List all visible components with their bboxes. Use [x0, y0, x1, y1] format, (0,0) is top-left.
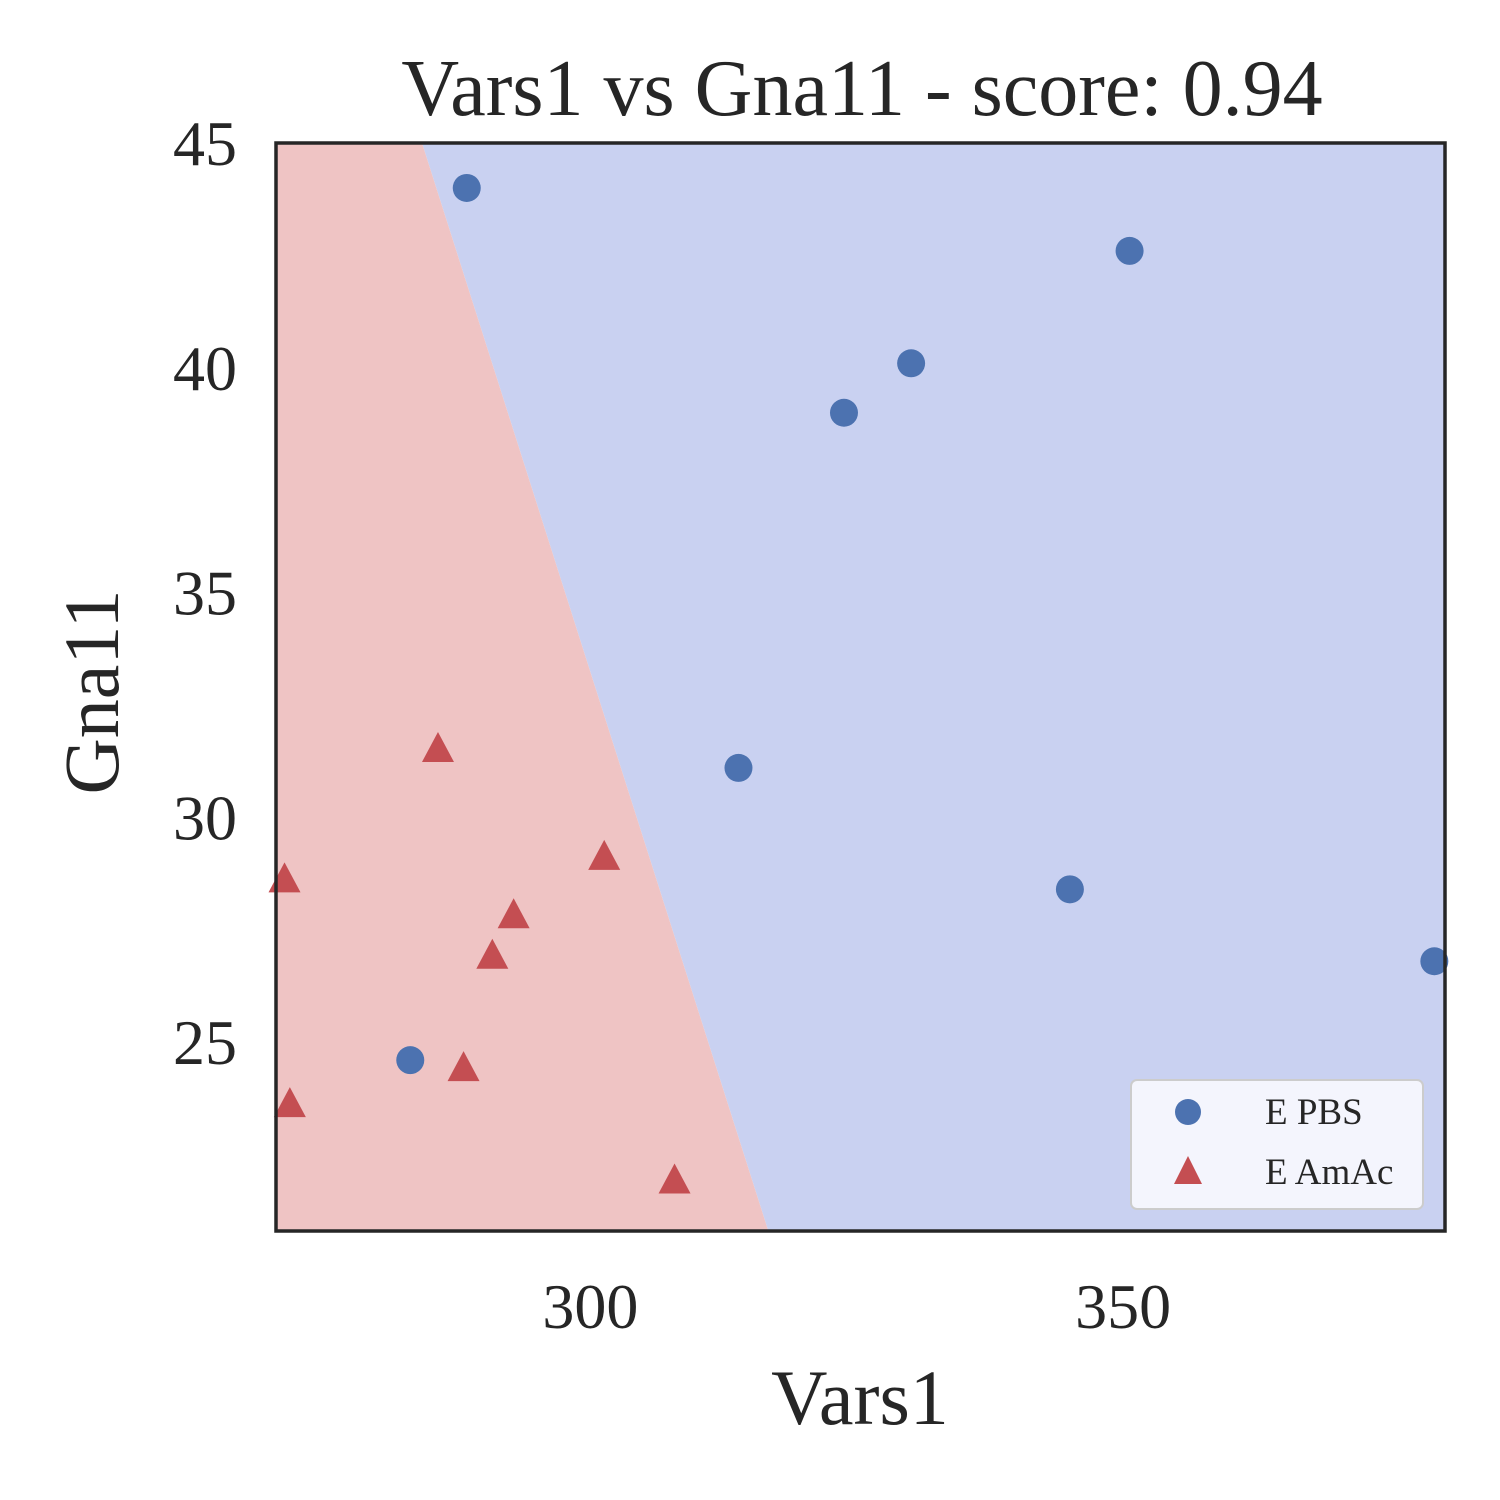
data-point-e-pbs-5 [724, 753, 753, 782]
chart-title: Vars1 vs Gna11 - score: 0.94 [401, 45, 1322, 133]
data-point-e-amac-6 [447, 1051, 480, 1082]
data-point-e-amac-3 [588, 839, 621, 870]
y-tick-label-35: 35 [173, 558, 237, 629]
data-point-e-amac-5 [476, 938, 509, 969]
legend-label-e-amac: E AmAc [1265, 1152, 1393, 1193]
data-point-e-amac-4 [497, 898, 530, 929]
data-point-e-pbs-1 [452, 173, 481, 202]
x-tick-label-350: 350 [1075, 1271, 1171, 1342]
legend: E PBS E AmAc [1130, 1079, 1424, 1210]
data-point-e-amac-1 [421, 731, 454, 762]
plot-area [268, 141, 1449, 1233]
y-tick-label-45: 45 [173, 108, 237, 179]
x-axis-ticks: 300 350 [542, 1271, 1171, 1342]
data-point-e-pbs-2 [1115, 236, 1144, 265]
data-point-e-amac-8 [658, 1163, 691, 1194]
legend-marker-e-pbs [1175, 1099, 1201, 1125]
decision-region-e-amac [276, 143, 769, 1231]
y-tick-label-30: 30 [173, 782, 237, 853]
legend-box [1130, 1079, 1424, 1210]
y-tick-label-40: 40 [173, 333, 237, 404]
legend-marker-e-amac [1174, 1156, 1202, 1184]
data-point-e-pbs-4 [829, 398, 858, 427]
x-tick-label-300: 300 [542, 1271, 638, 1342]
data-point-e-amac-7 [273, 1087, 306, 1118]
data-points [268, 173, 1449, 1194]
data-point-e-pbs-3 [897, 349, 926, 378]
data-point-e-pbs-6 [1055, 875, 1084, 904]
plot-frame [274, 141, 1447, 1233]
y-tick-label-25: 25 [173, 1007, 237, 1078]
data-point-e-pbs-8 [396, 1046, 425, 1075]
data-point-e-pbs-7 [1420, 947, 1449, 976]
x-axis-label: Vars1 [771, 1354, 949, 1441]
legend-label-e-pbs: E PBS [1265, 1092, 1363, 1133]
y-axis-label: Gna11 [48, 589, 135, 794]
decision-region-e-pbs [421, 143, 1445, 1231]
y-axis-ticks: 25 30 35 40 45 [173, 108, 237, 1078]
